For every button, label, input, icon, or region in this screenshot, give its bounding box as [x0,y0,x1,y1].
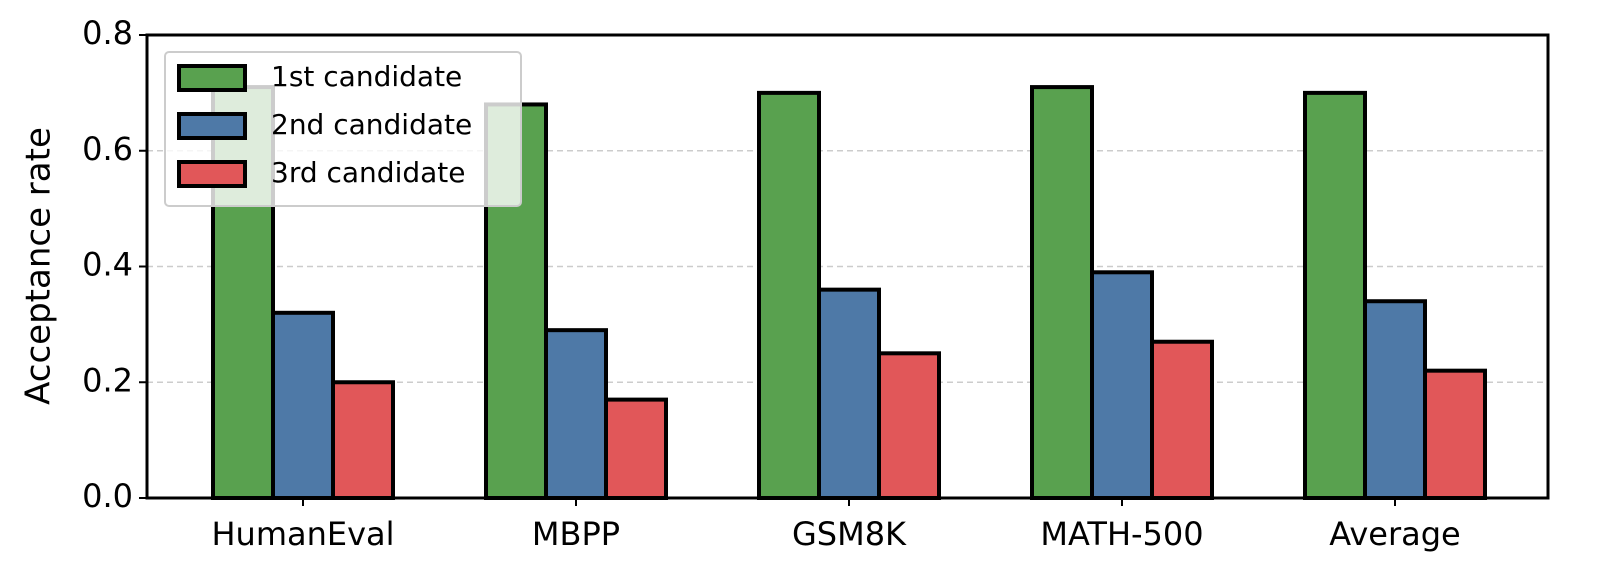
bar [1090,270,1154,500]
bar [1303,90,1367,500]
y-axis-label: Acceptance rate [19,127,59,405]
bar [817,287,881,500]
y-tick-label: 0.4 [82,246,133,284]
legend-label: 1st candidate [271,60,462,93]
bar [544,328,608,500]
legend-swatch [177,160,247,188]
bar [1030,85,1094,501]
legend: 1st candidate 2nd candidate 3rd candidate [164,51,522,207]
legend-swatch [177,64,247,92]
bar [1363,299,1427,500]
y-tick-label: 0.0 [82,477,133,515]
legend-swatch [177,112,247,140]
bar [877,351,941,500]
x-tick-label: Average [1329,515,1460,553]
legend-label: 3rd candidate [271,156,466,189]
y-tick-label: 0.6 [82,130,133,168]
bar [271,310,335,500]
legend-frame [164,51,522,207]
y-tick-label: 0.8 [82,14,133,52]
bar [1150,339,1214,500]
legend-label: 2nd candidate [271,108,472,141]
x-tick-label: HumanEval [211,515,394,553]
bar [604,397,668,500]
y-tick-label: 0.2 [82,361,133,399]
x-tick-label: MBPP [532,515,620,553]
x-tick-label: GSM8K [792,515,907,553]
bar [1423,368,1487,500]
bar [757,90,821,500]
bar [331,380,395,500]
x-tick-label: MATH-500 [1040,515,1203,553]
plot-frame [145,33,1550,500]
